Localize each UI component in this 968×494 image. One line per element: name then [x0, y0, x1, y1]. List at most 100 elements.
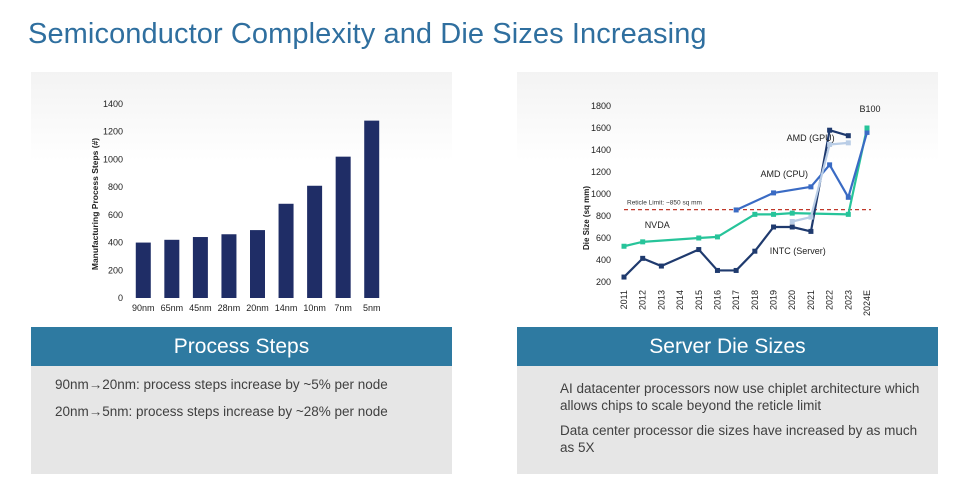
- series-point: [864, 129, 870, 135]
- series-point: [808, 214, 814, 220]
- x-tick-label: 2014: [675, 290, 685, 310]
- series-point: [621, 243, 627, 249]
- bullet-text: AI datacenter processors now use chiplet…: [560, 381, 920, 413]
- series-point: [845, 140, 851, 146]
- bar: [278, 203, 294, 298]
- x-tick-label: 20nm: [246, 303, 269, 313]
- series-point: [845, 133, 851, 139]
- series-label: AMD (CPU): [760, 169, 808, 179]
- x-tick-label: 2013: [656, 290, 666, 310]
- bar: [192, 237, 208, 298]
- x-tick-label: 2015: [694, 290, 704, 310]
- y-tick-label: 1800: [591, 101, 611, 111]
- y-tick-label: 800: [596, 211, 611, 221]
- series-point: [771, 211, 777, 217]
- series-label: AMD (GPU): [787, 133, 835, 143]
- series-point: [640, 239, 646, 245]
- x-tick-label: 10nm: [303, 303, 326, 313]
- series-line: [735, 132, 869, 211]
- die-size-chart-area: 200 400 600 800 1000 1200 1400 1600 1800 Reticle…: [517, 72, 938, 327]
- series-point: [696, 235, 702, 241]
- bar: [221, 234, 237, 298]
- x-tick-label: 2016: [712, 290, 722, 310]
- series-label: NVDA: [645, 220, 670, 230]
- series-line: [791, 141, 849, 223]
- series-point: [771, 224, 777, 230]
- bullet-text: 20nm→5nm: process steps increase by ~28%…: [55, 404, 388, 419]
- series-point: [714, 267, 720, 273]
- bar: [135, 242, 151, 298]
- x-tick-label: 2017: [731, 290, 741, 310]
- x-tick-label: 2018: [750, 290, 760, 310]
- series-label: B100: [860, 104, 881, 114]
- y-tick-label: 1600: [591, 123, 611, 133]
- process-steps-panel: 0 200 400 600 800 1000 1200 1400 90nm 65nm 45nm 28…: [31, 72, 452, 474]
- series-point: [808, 184, 814, 190]
- series-point: [789, 224, 795, 230]
- server-die-sizes-header: Server Die Sizes: [517, 327, 938, 366]
- bullet-text: 90nm→20nm: process steps increase by ~5%…: [55, 377, 388, 392]
- reticle-limit-label: Reticle Limit: ~850 sq mm: [627, 200, 702, 207]
- x-tick-label: 2020: [787, 290, 797, 310]
- y-tick-label: 600: [108, 210, 123, 220]
- series-point: [733, 267, 739, 273]
- y-tick-label: 1000: [591, 189, 611, 199]
- bar: [364, 120, 380, 298]
- process-steps-chart-area: 0 200 400 600 800 1000 1200 1400 90nm 65nm 45nm 28…: [31, 72, 452, 327]
- x-tick-label: 28nm: [218, 303, 241, 313]
- process-steps-header: Process Steps: [31, 327, 452, 366]
- series-point: [789, 219, 795, 224]
- bar: [250, 230, 265, 298]
- y-tick-label: 0: [118, 293, 123, 303]
- x-tick-label: 2011: [619, 290, 629, 309]
- y-tick-label: 1000: [103, 154, 123, 164]
- x-tick-label: 2019: [769, 290, 779, 310]
- page-title: Semiconductor Complexity and Die Sizes I…: [28, 18, 707, 50]
- x-tick-label: 2021: [806, 290, 816, 310]
- series-point: [864, 125, 870, 131]
- series-point: [752, 211, 758, 217]
- series-label: INTC (Server): [770, 246, 826, 256]
- series-point: [827, 127, 833, 133]
- x-tick-label: 2024E: [862, 290, 872, 316]
- y-tick-label: 200: [108, 265, 123, 275]
- x-tick-label: 5nm: [363, 303, 381, 313]
- x-tick-label: 90nm: [132, 303, 155, 313]
- y-tick-label: 1200: [591, 167, 611, 177]
- series-point: [845, 194, 851, 200]
- y-tick-label: 1200: [103, 127, 123, 137]
- series-line: [623, 129, 849, 278]
- x-tick-label: 45nm: [189, 303, 212, 313]
- series-point: [658, 263, 664, 269]
- server-die-sizes-bullets: AI datacenter processors now use chiplet…: [560, 380, 920, 464]
- bar: [307, 185, 323, 298]
- x-tick-label: 14nm: [275, 303, 298, 313]
- x-tick-label: 2022: [825, 290, 835, 310]
- bullet-text: Data center processor die sizes have inc…: [560, 423, 918, 455]
- series-point: [714, 234, 720, 240]
- series-point: [789, 210, 795, 216]
- series-point: [845, 211, 851, 217]
- series-point: [771, 190, 777, 196]
- y-tick-label: 1400: [103, 99, 123, 109]
- x-tick-label: 2023: [843, 290, 853, 310]
- y-tick-label: 600: [596, 233, 611, 243]
- server-die-size-line-chart: 200 400 600 800 1000 1200 1400 1600 1800 Reticle…: [582, 101, 881, 316]
- y-tick-label: 400: [596, 255, 611, 265]
- process-steps-bullets: 90nm→20nm: process steps increase by ~5%…: [55, 376, 435, 430]
- y-axis-title: Manufacturing Process Steps (#): [90, 138, 100, 270]
- x-tick-label: 65nm: [161, 303, 184, 313]
- y-tick-label: 800: [108, 182, 123, 192]
- series-point: [827, 142, 833, 147]
- series-point: [752, 248, 758, 254]
- series-point: [808, 228, 814, 234]
- series-point: [827, 162, 833, 168]
- series-point: [621, 274, 627, 280]
- y-axis-title: Die Size (sq mm): [582, 186, 591, 250]
- bar: [335, 156, 351, 298]
- process-steps-bar-chart: 0 200 400 600 800 1000 1200 1400 90nm 65nm 45nm 28…: [90, 99, 381, 313]
- x-tick-label: 7nm: [334, 303, 352, 313]
- y-tick-label: 200: [596, 277, 611, 287]
- server-die-sizes-panel: 200 400 600 800 1000 1200 1400 1600 1800 Reticle…: [517, 72, 938, 474]
- bar: [164, 239, 180, 298]
